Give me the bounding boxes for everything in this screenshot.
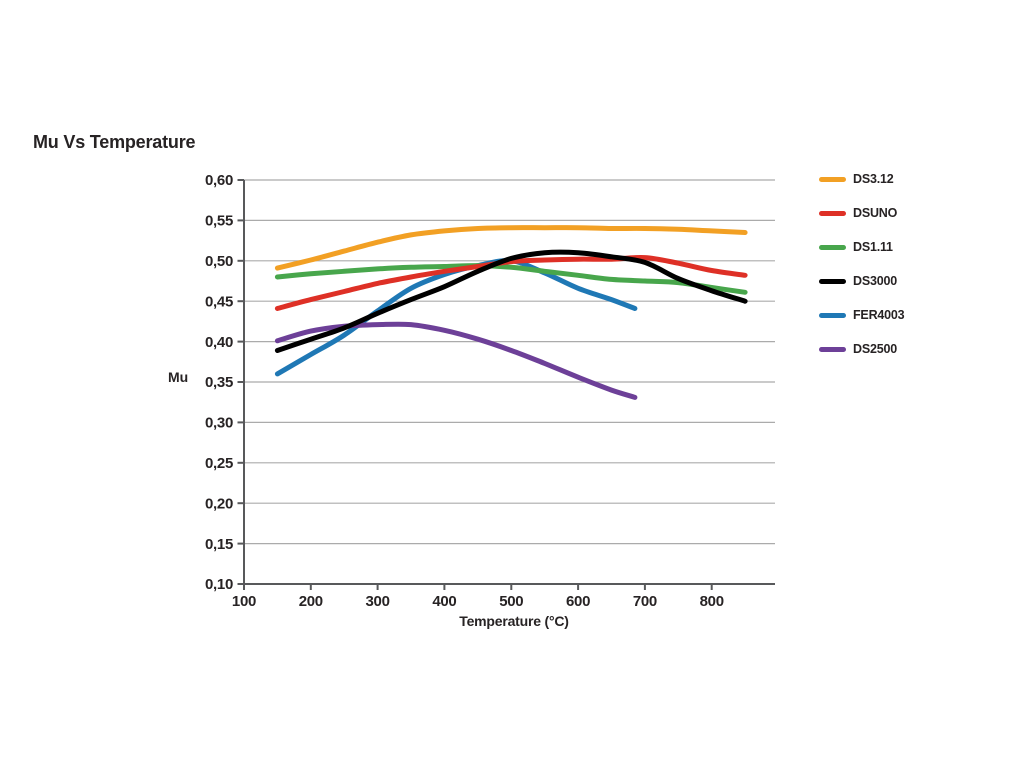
- y-tick-label: 0,35: [205, 374, 233, 391]
- series-line-DS3000: [274, 249, 748, 353]
- x-tick-label: 500: [499, 593, 523, 610]
- legend-label: DSUNO: [853, 206, 898, 220]
- y-tick-label: 0,25: [205, 455, 233, 472]
- x-axis-title: Temperature (°C): [459, 613, 569, 629]
- y-tick-label: 0,50: [205, 253, 233, 270]
- legend-swatch-icon: [819, 176, 846, 182]
- y-tick-label: 0,30: [205, 415, 233, 432]
- legend-label: DS2500: [853, 342, 897, 356]
- axes: [243, 180, 775, 585]
- legend-item-DS3000: DS3000: [819, 264, 904, 298]
- legend-label: DS3.12: [853, 172, 894, 186]
- y-axis-title: Mu: [168, 369, 189, 385]
- x-tick-label: 100: [232, 593, 256, 610]
- legend-item-DS2500: DS2500: [819, 332, 904, 366]
- legend-label: DS3000: [853, 274, 897, 288]
- y-tick-label: 0,40: [205, 334, 233, 351]
- legend: DS3.12 DSUNO DS1.11 DS3000 FER4003 DS2500: [819, 162, 905, 366]
- legend-item-DS3.12: DS3.12: [819, 162, 904, 196]
- y-tick-label: 0,20: [205, 495, 233, 512]
- y-tick-label: 0,10: [205, 576, 233, 593]
- legend-label: FER4003: [853, 308, 905, 322]
- legend-item-FER4003: FER4003: [819, 298, 905, 332]
- legend-swatch-icon: [819, 244, 846, 250]
- legend-item-DS1.11: DS1.11: [819, 230, 904, 264]
- legend-label: DS1.11: [853, 240, 893, 254]
- x-tick-label: 700: [633, 593, 657, 610]
- legend-item-DSUNO: DSUNO: [819, 196, 904, 230]
- x-tick-label: 400: [432, 593, 456, 610]
- legend-swatch-icon: [819, 278, 846, 284]
- legend-swatch-icon: [819, 312, 846, 318]
- x-tick-label: 200: [299, 593, 323, 610]
- x-tick-label: 300: [366, 593, 390, 610]
- legend-swatch-icon: [819, 210, 846, 216]
- y-tick-label: 0,60: [205, 172, 233, 189]
- y-tick-label: 0,45: [205, 293, 233, 310]
- series-line-DS3.12: [274, 225, 748, 271]
- y-tick-label: 0,55: [205, 213, 233, 230]
- y-tick-label: 0,15: [205, 536, 233, 553]
- series-line-DS1.11: [274, 263, 748, 295]
- x-tick-label: 800: [700, 593, 724, 610]
- chart-title: Mu Vs Temperature: [33, 132, 196, 152]
- x-tick-label: 600: [566, 593, 590, 610]
- legend-swatch-icon: [819, 346, 846, 352]
- series-line-DSUNO: [274, 254, 748, 311]
